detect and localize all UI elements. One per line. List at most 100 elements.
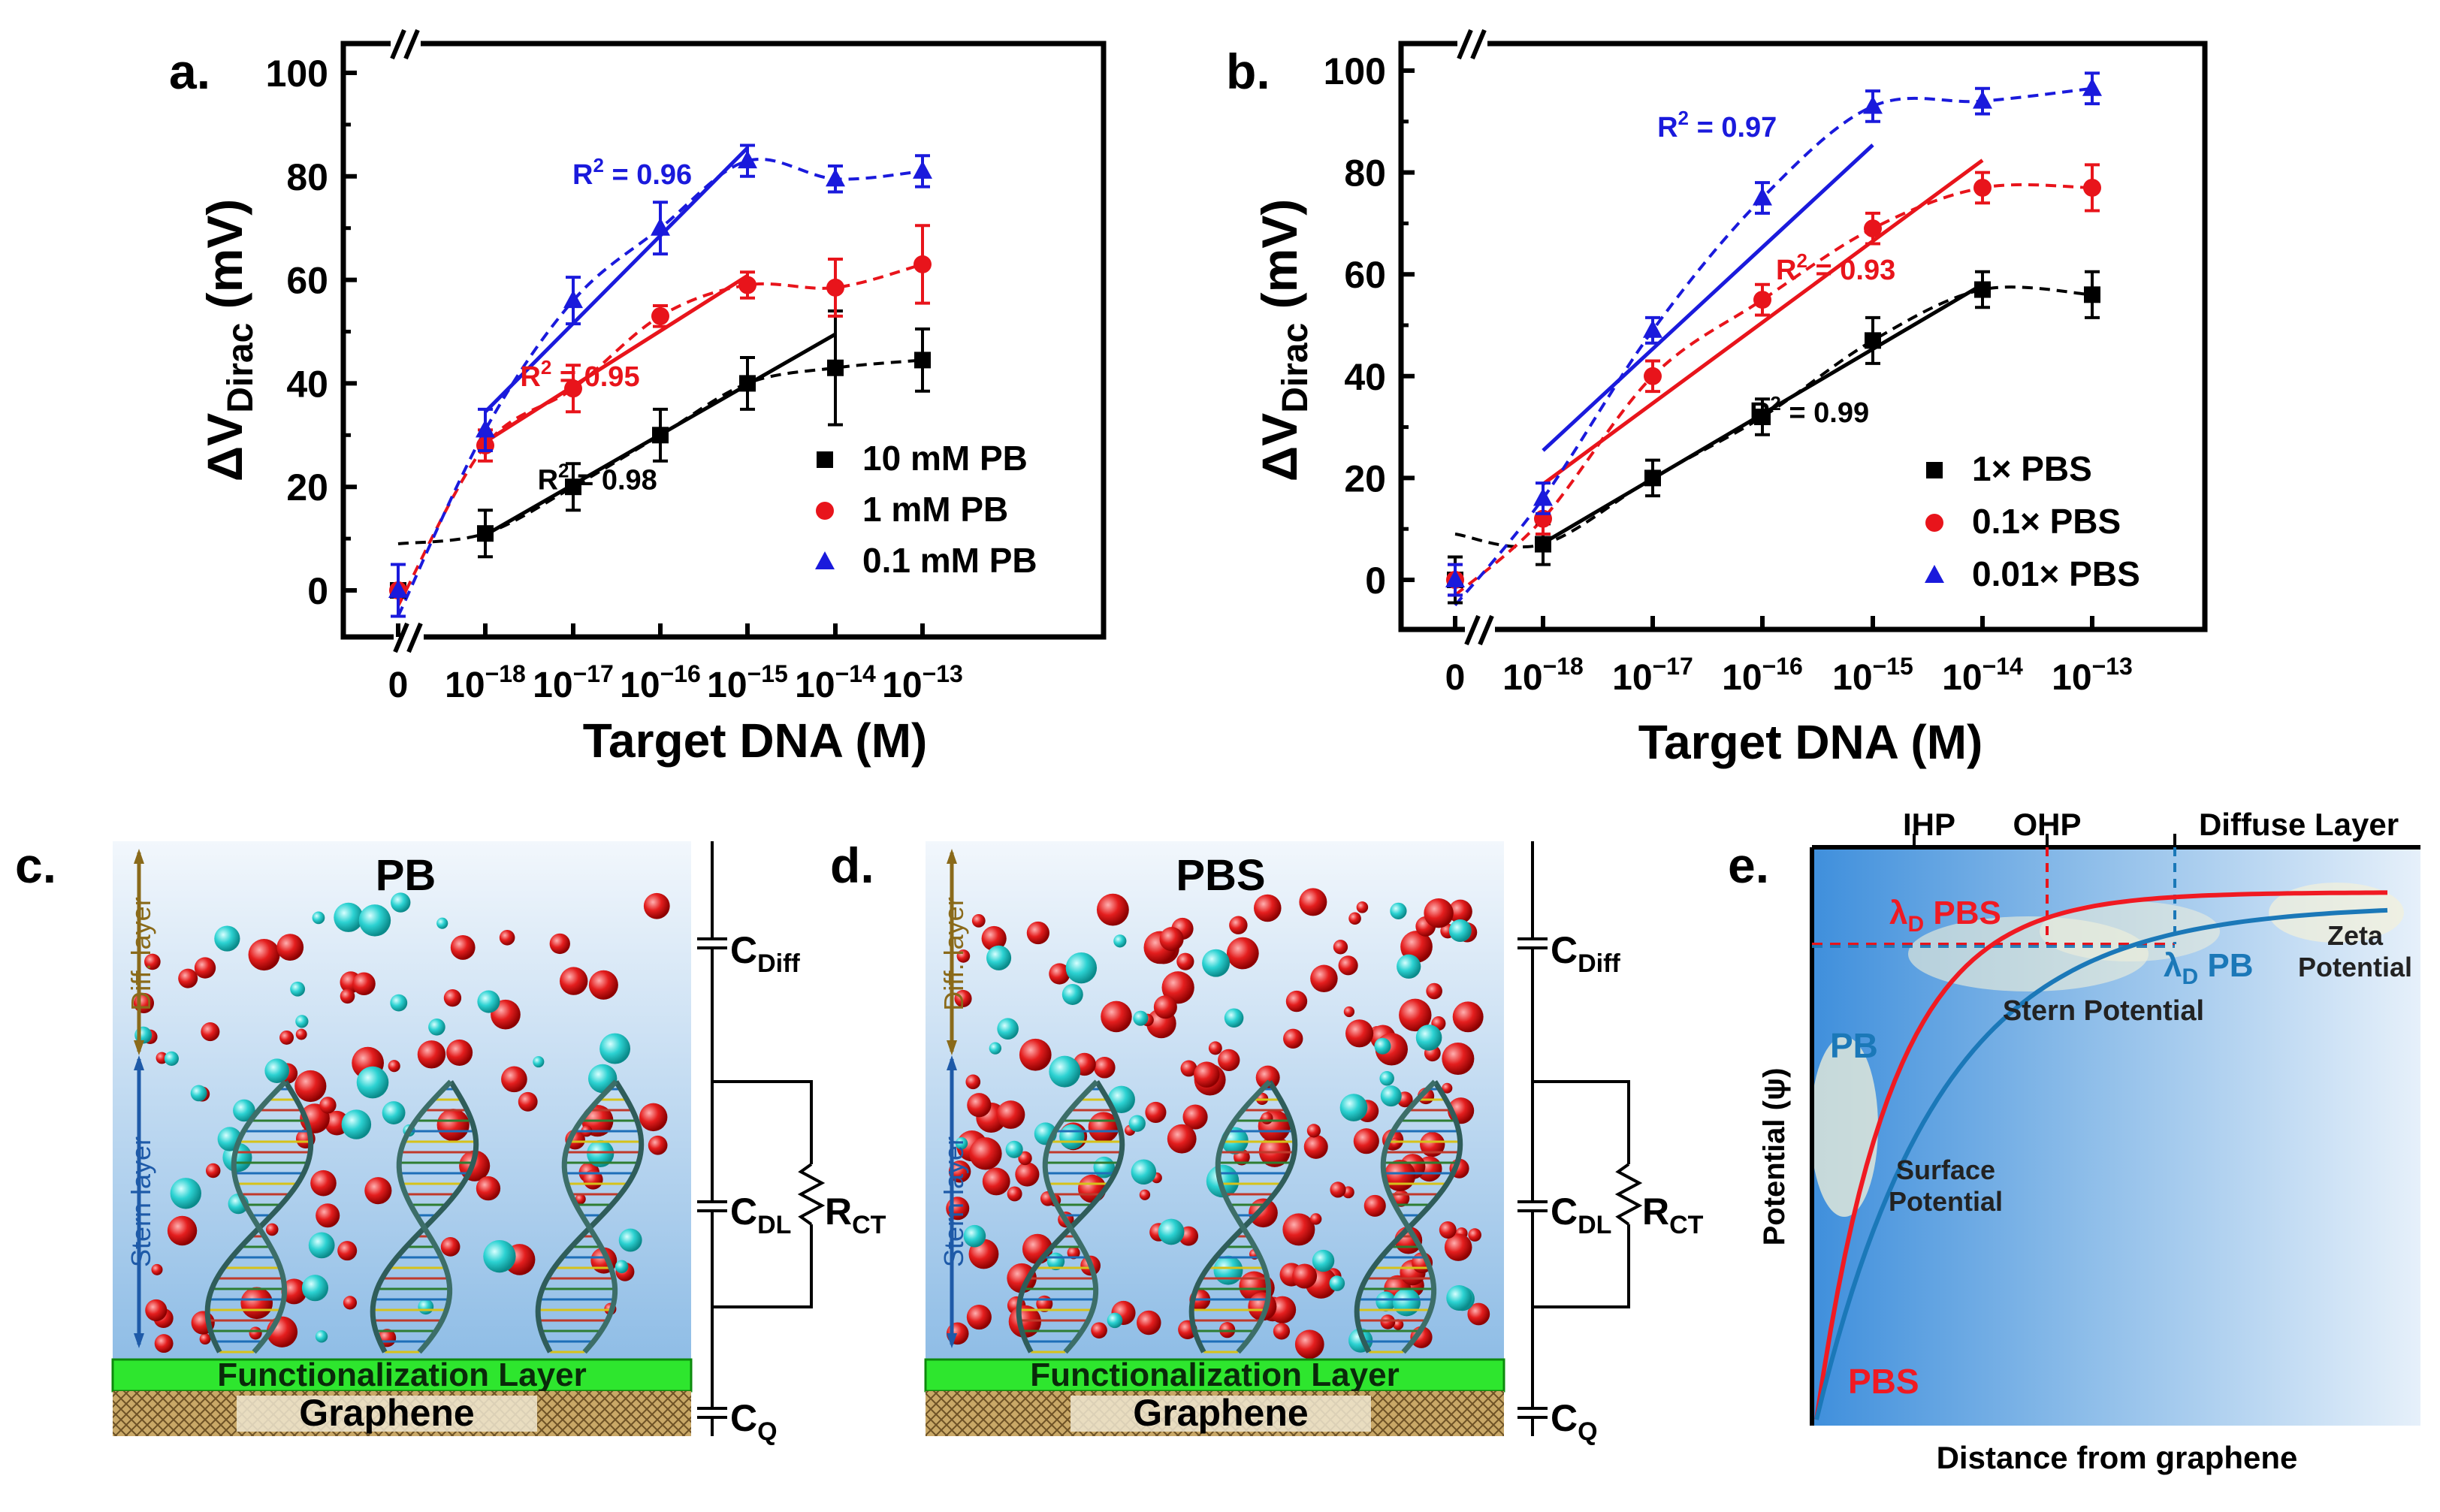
anion-sphere	[214, 925, 240, 952]
anion-sphere	[1061, 983, 1083, 1005]
cation-sphere	[1096, 893, 1129, 926]
panel-d-functionalization-label: Functionalization Layer	[1030, 1357, 1399, 1393]
cation-sphere	[643, 892, 670, 919]
axis-break-top	[1457, 29, 1473, 60]
cation-sphere	[560, 967, 588, 995]
anion-sphere	[341, 1109, 372, 1139]
anion-sphere	[1059, 1124, 1085, 1150]
legend-label: 10 mM PB	[862, 439, 1028, 478]
anion-sphere	[477, 990, 500, 1013]
y-tick-label: 20	[286, 466, 328, 509]
panel-e-letter: e.	[1728, 837, 1769, 893]
cation-sphere	[971, 913, 986, 928]
data-point	[563, 290, 583, 309]
y-tick-label: 80	[286, 156, 328, 198]
cation-sphere	[954, 989, 972, 1008]
panel-c-c-dl: CDL	[730, 1191, 791, 1239]
cation-sphere	[1253, 894, 1282, 922]
r-squared-label: R2 = 0.98	[538, 460, 657, 496]
cation-sphere	[1424, 898, 1454, 928]
data-point	[2083, 178, 2101, 197]
anion-sphere	[428, 1019, 445, 1036]
x-tick-label: 10−13	[882, 660, 963, 705]
cation-sphere	[265, 1223, 279, 1236]
data-point	[738, 276, 756, 294]
x-tick-label: 10−17	[533, 660, 614, 705]
y-tick-label: 100	[1324, 50, 1386, 92]
pbs-potential-curve	[1814, 890, 2387, 1420]
axis-break-top	[390, 29, 406, 60]
cation-sphere	[1442, 1082, 1453, 1094]
cation-sphere	[1094, 1056, 1116, 1079]
cation-sphere	[588, 970, 618, 1000]
cation-sphere	[443, 988, 462, 1007]
panel-e: e. IHP OHP Diffuse Layer λD PBS λD PB Ze…	[1728, 807, 2420, 1475]
cation-sphere	[1363, 1194, 1386, 1217]
anion-sphere	[382, 1101, 406, 1124]
cation-sphere	[201, 1022, 220, 1042]
x-tick-label: 10−16	[620, 660, 701, 705]
cation-sphere	[1285, 990, 1308, 1013]
panel-d: d. PBS Diff. layer Stern layer Functiona…	[830, 837, 1704, 1446]
cation-sphere	[248, 938, 280, 971]
anion-sphere	[1113, 934, 1127, 948]
data-point	[1973, 178, 1992, 197]
anion-sphere	[1202, 949, 1231, 977]
anion-sphere	[1446, 1285, 1472, 1311]
axis-break-bottom	[406, 622, 423, 653]
anion-sphere	[334, 902, 364, 932]
y-tick-label: 40	[1344, 356, 1386, 398]
linear-fit-line	[1542, 143, 1874, 452]
anion-sphere	[1329, 1275, 1345, 1291]
cation-sphere	[1026, 921, 1049, 945]
anion-sphere	[358, 904, 391, 937]
x-tick-label: 10−18	[1502, 653, 1584, 698]
anion-sphere	[315, 1330, 328, 1343]
panel-d-r-ct: RCT	[1642, 1191, 1704, 1239]
anion-sphere	[290, 981, 306, 997]
cation-sphere	[549, 933, 570, 955]
data-point	[476, 419, 495, 438]
anion-sphere	[1376, 1291, 1397, 1312]
anion-sphere	[295, 1015, 309, 1028]
cation-sphere	[1226, 937, 1259, 970]
data-point	[1533, 487, 1553, 506]
cation-sphere	[1007, 1186, 1022, 1202]
panel-d-title: PBS	[1176, 851, 1265, 900]
cation-sphere	[145, 1299, 168, 1321]
cation-sphere	[1467, 1302, 1490, 1326]
dna-backbone	[396, 1079, 453, 1354]
cation-sphere	[1306, 1124, 1321, 1138]
panel-d-graphene-label: Graphene	[1133, 1392, 1308, 1434]
panel-e-zeta-label-1: Zeta	[2327, 920, 2384, 951]
cation-sphere	[1310, 1213, 1322, 1225]
cation-sphere	[1049, 963, 1071, 985]
cation-sphere	[440, 1237, 461, 1257]
y-tick-label: 0	[307, 570, 328, 612]
legend-label: 0.01× PBS	[1972, 554, 2140, 593]
panel-e-y-axis-label: Potential (ψ)	[1758, 1068, 1791, 1246]
panel-a-x-axis-label: Target DNA (M)	[583, 714, 928, 768]
r-squared-label: R2 = 0.96	[572, 154, 692, 191]
data-point	[477, 525, 494, 542]
x-tick-label: 10−17	[1612, 653, 1693, 698]
anion-sphere	[1312, 1249, 1335, 1272]
x-tick-label: 10−14	[1942, 653, 2023, 698]
dna-backbone	[1215, 1079, 1272, 1354]
dna-backbone	[370, 1080, 479, 1354]
anion-sphere	[1448, 919, 1472, 943]
cation-sphere	[1159, 927, 1184, 952]
r-squared-label: R2 = 0.95	[520, 356, 639, 393]
legend-marker	[1926, 462, 1943, 478]
anion-sphere	[989, 1042, 1002, 1055]
r-squared-label: R2 = 0.93	[1776, 249, 1895, 286]
cation-sphere	[316, 1203, 340, 1228]
cation-sphere	[1439, 1221, 1457, 1239]
cation-sphere	[1091, 1322, 1107, 1338]
cation-sphere	[352, 972, 376, 996]
data-point	[913, 255, 932, 273]
panel-a-letter: a.	[169, 44, 210, 99]
cation-sphere	[1343, 1006, 1355, 1018]
data-point	[1753, 187, 1772, 206]
y-tick-label: 60	[1344, 254, 1386, 296]
